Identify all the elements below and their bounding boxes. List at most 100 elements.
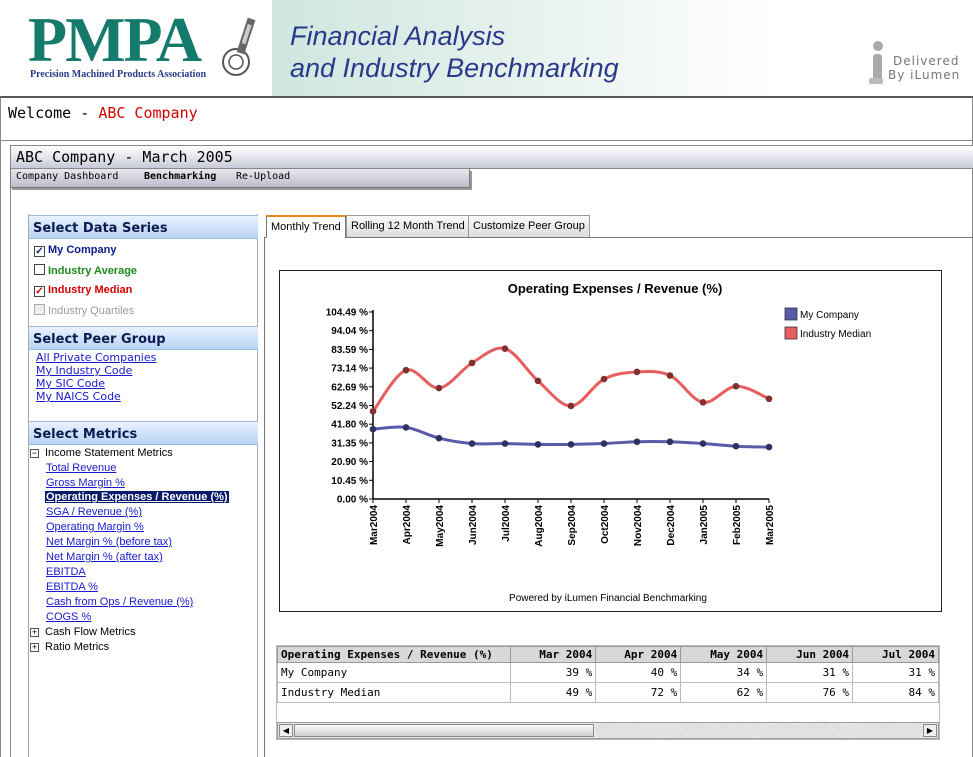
data-point-my-company [534,441,542,448]
x-tick-label: Sep2004 [567,505,578,546]
series-industry-average[interactable]: Industry Average [34,264,137,277]
tree-ratio[interactable]: + Ratio Metrics [30,641,109,653]
y-tick-label: 94.04 % [331,326,368,337]
y-tick-label: 52.24 % [331,401,368,412]
y-tick-label: 73.14 % [331,364,368,375]
column-header: Apr 2004 [595,646,682,663]
column-header: Jul 2004 [852,646,939,663]
data-point-industry-median [732,382,740,390]
metrics-heading: Select Metrics [29,421,258,445]
data-table-container: Operating Expenses / Revenue (%) Mar 200… [276,645,940,740]
banner-title-line1: Financial Analysis [290,21,506,51]
x-tick-label: Apr2004 [402,505,413,545]
welcome-message: Welcome - ABC Company [8,104,198,122]
welcome-prefix: Welcome - [8,104,99,122]
metric-cash-from-ops[interactable]: Cash from Ops / Revenue (%) [46,596,194,608]
scroll-right-icon[interactable]: ▶ [923,724,937,737]
delivered-line1: Delivered [893,54,960,68]
tree-label: Cash Flow Metrics [45,626,136,638]
peer-industry-code[interactable]: My Industry Code [36,364,133,377]
table-cell: 39 % [510,662,597,683]
line-chart: Operating Expenses / Revenue (%) 104.49 %… [326,281,871,604]
legend-swatch [784,326,798,340]
tree-cash-flow[interactable]: + Cash Flow Metrics [30,626,135,638]
checkbox-unchecked-icon[interactable] [34,264,45,275]
tab-rolling-12-month[interactable]: Rolling 12 Month Trend [346,215,470,237]
table-header-row: Operating Expenses / Revenue (%) Mar 200… [277,646,939,663]
peer-naics-code[interactable]: My NAICS Code [36,390,121,403]
checkbox-checked-icon[interactable]: ✓ [34,246,45,257]
x-tick-label: Jan2005 [699,505,710,545]
delivered-by: Delivered By iLumen [888,54,960,82]
metric-ebitda-pct[interactable]: EBITDA % [46,581,98,593]
data-point-industry-median [699,399,707,406]
y-tick-label: 104.49 % [326,308,368,319]
metric-operating-margin[interactable]: Operating Margin % [46,521,144,533]
metric-total-revenue[interactable]: Total Revenue [46,462,117,474]
banner-gradient [272,0,772,96]
y-tick-label: 20.90 % [331,457,368,468]
scroll-thumb[interactable] [294,724,594,737]
metric-gross-margin[interactable]: Gross Margin % [46,477,125,489]
data-point-my-company [501,440,509,447]
legend-label: Industry Median [800,329,871,340]
peer-sic-code[interactable]: My SIC Code [36,377,106,390]
series-industry-median[interactable]: ✓ Industry Median [34,284,132,297]
y-tick-label: 62.69 % [331,382,368,393]
x-tick-label: Jul2004 [501,505,512,542]
peer-heading: Select Peer Group [29,326,258,350]
metric-sga[interactable]: SGA / Revenue (%) [46,506,142,518]
company-title-bar [10,145,973,169]
nav-company-dashboard[interactable]: Company Dashboard [16,171,119,182]
x-tick-label: Aug2004 [534,505,545,547]
tree-label: Ratio Metrics [45,641,110,653]
tree-income-statement[interactable]: − Income Statement Metrics [30,447,173,459]
metric-cogs[interactable]: COGS % [46,611,92,623]
micrometer-icon [222,17,256,76]
table-row: My Company 39 % 40 % 34 % 31 % 31 % [277,662,939,683]
data-point-my-company [567,441,575,448]
data-point-my-company [732,442,740,450]
header-banner: PMPA Precision Machined Products Associa… [0,0,973,96]
table-cell: 40 % [595,662,682,683]
tab-customize-peer-group[interactable]: Customize Peer Group [468,215,590,237]
table-cell: 62 % [680,682,768,703]
data-point-industry-median [369,408,377,415]
x-tick-label: Dec2004 [666,505,677,546]
nav-benchmarking[interactable]: Benchmarking [144,171,217,182]
sidebar [28,214,258,757]
metric-net-margin-after-tax[interactable]: Net Margin % (after tax) [46,551,163,563]
welcome-company: ABC Company [98,104,198,122]
delivered-line2: By iLumen [888,68,961,82]
metric-net-margin-before-tax[interactable]: Net Margin % (before tax) [46,536,172,548]
data-point-industry-median [402,366,410,374]
metric-ebitda[interactable]: EBITDA [46,566,86,578]
y-tick-label: 83.59 % [331,345,368,356]
data-point-my-company [699,440,707,447]
expand-icon[interactable]: + [30,627,39,637]
metric-operating-expenses[interactable]: Operating Expenses / Revenue (%) [45,491,229,503]
data-point-industry-median [666,372,674,379]
checkbox-checked-icon[interactable]: ✓ [34,286,45,297]
collapse-icon[interactable]: − [30,448,39,458]
data-point-my-company [600,440,608,447]
column-header: Mar 2004 [510,646,597,663]
scroll-track[interactable] [596,724,921,737]
nav-re-upload[interactable]: Re-Upload [236,171,291,182]
table-cell: 72 % [595,682,682,703]
table-cell: 76 % [766,682,854,703]
scroll-left-icon[interactable]: ◀ [279,724,293,737]
x-tick-label: Nov2004 [633,505,644,547]
peer-all-private[interactable]: All Private Companies [36,351,157,364]
table-cell: My Company [277,662,512,683]
data-point-industry-median [468,359,476,367]
data-point-industry-median [567,402,575,410]
data-point-my-company [633,438,641,446]
table-cell: 34 % [680,662,768,683]
y-tick-label: 0.00 % [337,495,368,506]
y-tick-label: 10.45 % [331,476,368,487]
series-my-company[interactable]: ✓ My Company [34,244,116,257]
expand-icon[interactable]: + [30,642,39,652]
tab-monthly-trend[interactable]: Monthly Trend [266,215,346,238]
horizontal-scrollbar[interactable]: ◀ ▶ [277,722,939,739]
